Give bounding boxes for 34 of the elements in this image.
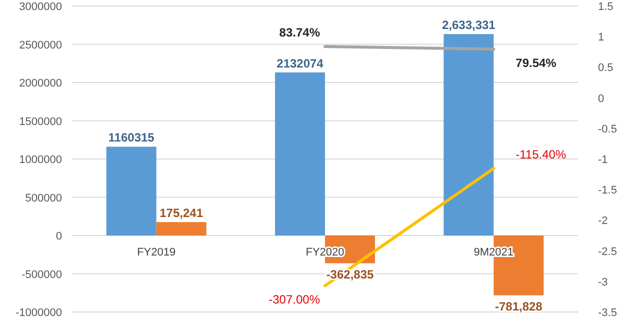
- data-label: -307.00%: [268, 292, 320, 307]
- y-tick-label: 1000000: [19, 154, 62, 166]
- data-label: 2,633,331: [442, 18, 496, 32]
- y2-tick-label: 0.5: [598, 62, 614, 74]
- data-label: -115.40%: [516, 147, 566, 162]
- y-tick-label: 1500000: [19, 116, 62, 128]
- bar: [156, 222, 206, 236]
- bar: [275, 72, 325, 236]
- y2-tick-label: -3.5: [598, 307, 617, 319]
- x-tick-label: FY2019: [137, 246, 176, 258]
- y-tick-label: 3000000: [19, 1, 62, 13]
- data-label: -781,828: [494, 299, 543, 314]
- data-label: 175,241: [160, 206, 204, 220]
- y2-tick-label: 1.5: [598, 1, 614, 13]
- y2-tick-label: -2: [598, 215, 608, 228]
- y2-tick-label: 1: [598, 32, 604, 44]
- y-tick-label: 500000: [25, 192, 62, 204]
- y2-tick-label: -1.5: [598, 184, 617, 197]
- data-label: 1160315: [108, 130, 155, 145]
- y2-tick-label: -1: [598, 154, 608, 166]
- y2-tick-label: -3: [598, 276, 608, 288]
- data-label: 83.74%: [279, 26, 320, 40]
- y2-tick-label: 0: [598, 92, 604, 105]
- data-label: 79.54%: [516, 56, 557, 70]
- y-tick-label: -1000000: [16, 307, 62, 319]
- y-tick-label: 0: [56, 230, 62, 242]
- y-tick-label: 2000000: [19, 78, 62, 90]
- y2-tick-label: -2.5: [598, 246, 617, 258]
- y-tick-label: -500000: [22, 268, 62, 281]
- y2-tick-label: -0.5: [598, 123, 617, 136]
- bar: [106, 146, 156, 236]
- bar: [444, 34, 494, 236]
- y-tick-label: 2500000: [19, 39, 62, 52]
- data-label: 2132074: [276, 56, 324, 70]
